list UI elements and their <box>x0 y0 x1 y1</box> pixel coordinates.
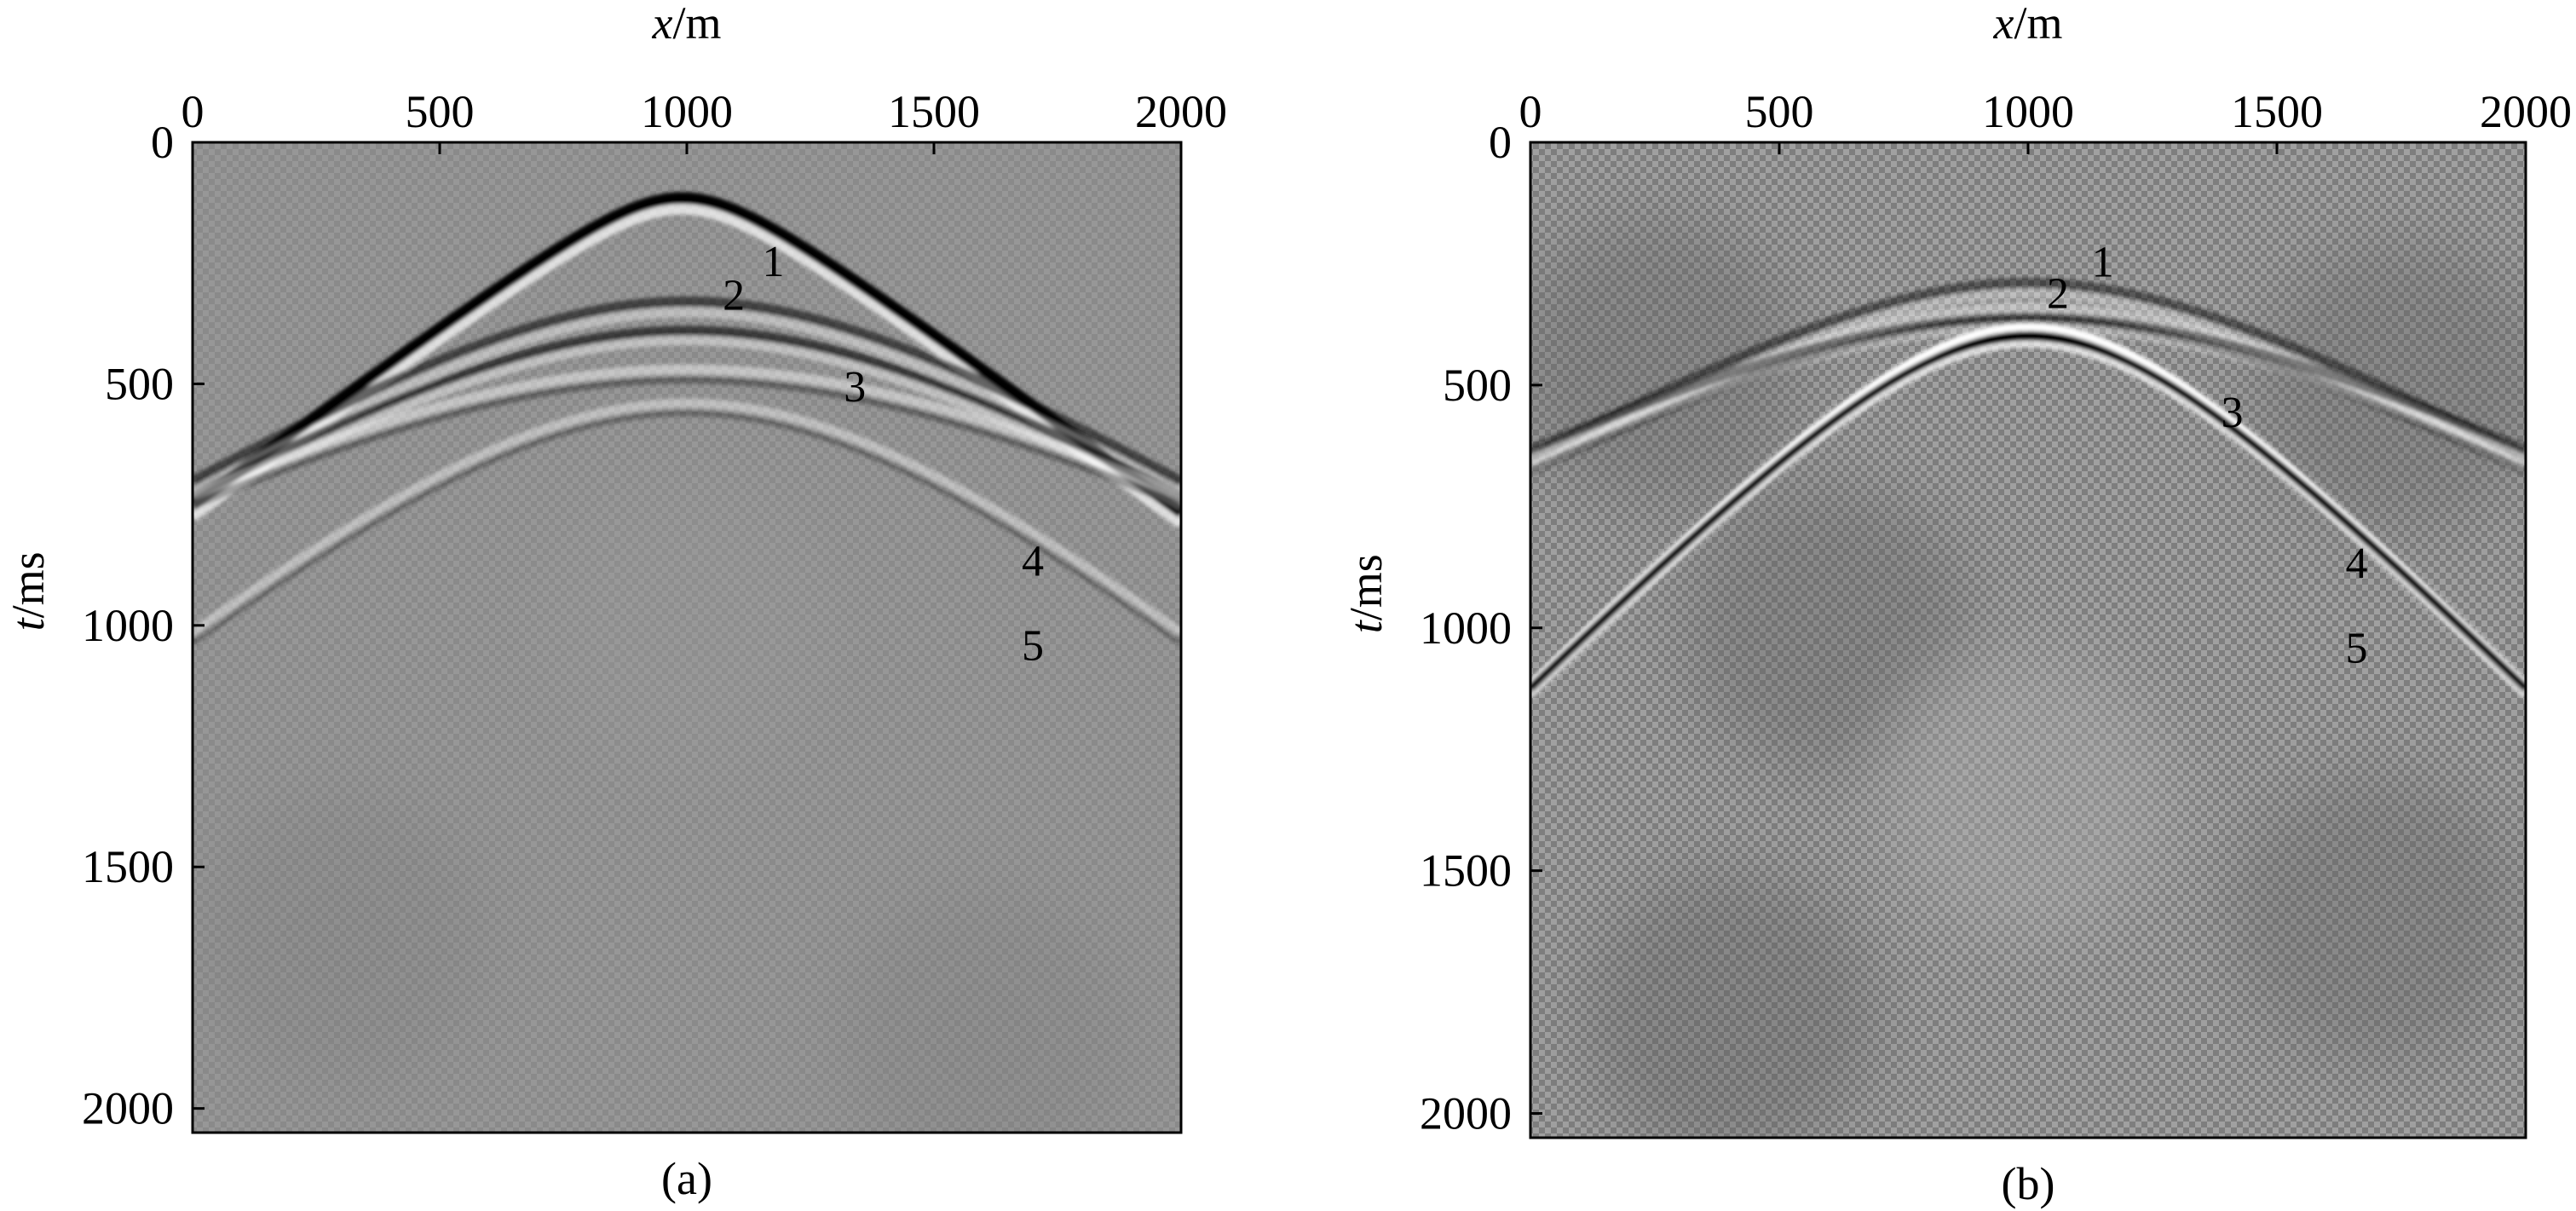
seismic-image <box>193 142 1181 1133</box>
x-tick-label: 1000 <box>1982 86 2074 137</box>
event-label-3: 3 <box>2221 389 2243 437</box>
event-label-2: 2 <box>723 272 745 320</box>
x-tick-label: 2000 <box>1135 86 1227 137</box>
event-5 <box>193 398 1181 637</box>
panel-a: 0 500 1000 1500 2000 0 500 1000 1500 2000 x/m t/ms 1… <box>3 0 1227 1204</box>
y-tick-label: 1000 <box>82 600 174 651</box>
x-axis-title: x/m <box>652 0 722 49</box>
event-label-5: 5 <box>2345 625 2367 673</box>
event-label-1: 1 <box>2092 239 2114 287</box>
event-4 <box>193 364 1181 500</box>
y-tick-label: 1000 <box>1420 603 1512 654</box>
panel-label: (a) <box>661 1153 712 1204</box>
x-tick-label: 1500 <box>888 86 980 137</box>
event-4-sidelobe <box>193 375 1181 510</box>
event-3-sidelobe <box>193 336 1181 510</box>
event-label-1: 1 <box>763 238 785 286</box>
y-axis-title: t/ms <box>3 551 54 631</box>
x-tick-label: 500 <box>406 86 475 137</box>
seismic-events <box>193 192 1181 646</box>
event-1 <box>1530 277 2526 463</box>
event-2 <box>193 296 1181 487</box>
y-tick-label: 2000 <box>1420 1088 1512 1139</box>
y-tick-label: 1500 <box>1420 845 1512 897</box>
y-tick-label: 2000 <box>82 1083 174 1134</box>
seismic-image <box>1530 142 2526 1138</box>
event-5 <box>1530 332 2526 691</box>
x-tick-label: 0 <box>182 86 205 137</box>
x-tick-label: 2000 <box>2480 86 2572 137</box>
y-tick-label: 500 <box>105 358 174 409</box>
event-label-2: 2 <box>2047 270 2069 319</box>
event-3 <box>1530 312 2526 454</box>
panel-b: 0 500 1000 1500 2000 0 500 1000 1500 2000 x/m t/ms 1… <box>1340 0 2572 1209</box>
x-tick-label: 0 <box>1519 86 1542 137</box>
y-axis-title: t/ms <box>1340 554 1392 633</box>
event-5-sidelobe <box>193 408 1181 646</box>
event-label-3: 3 <box>844 363 866 412</box>
y-tick-label: 0 <box>1489 117 1512 168</box>
event-5-sidelobe <box>1530 340 2526 699</box>
event-3 <box>193 326 1181 501</box>
seismic-events <box>1530 277 2526 699</box>
panel-label: (b) <box>2002 1158 2055 1209</box>
event-2-sidelobe <box>193 308 1181 497</box>
y-tick-label: 1500 <box>82 841 174 892</box>
x-axis-title: x/m <box>1993 0 2063 49</box>
y-tick-label: 0 <box>151 117 174 168</box>
event-label-5: 5 <box>1022 622 1044 671</box>
x-tick-label: 500 <box>1745 86 1814 137</box>
x-tick-label: 1000 <box>641 86 733 137</box>
event-label-4: 4 <box>1022 537 1044 585</box>
y-tick-label: 500 <box>1443 360 1512 411</box>
event-label-4: 4 <box>2345 539 2367 588</box>
background-variation <box>196 480 1128 1133</box>
x-tick-label: 1500 <box>2231 86 2323 137</box>
